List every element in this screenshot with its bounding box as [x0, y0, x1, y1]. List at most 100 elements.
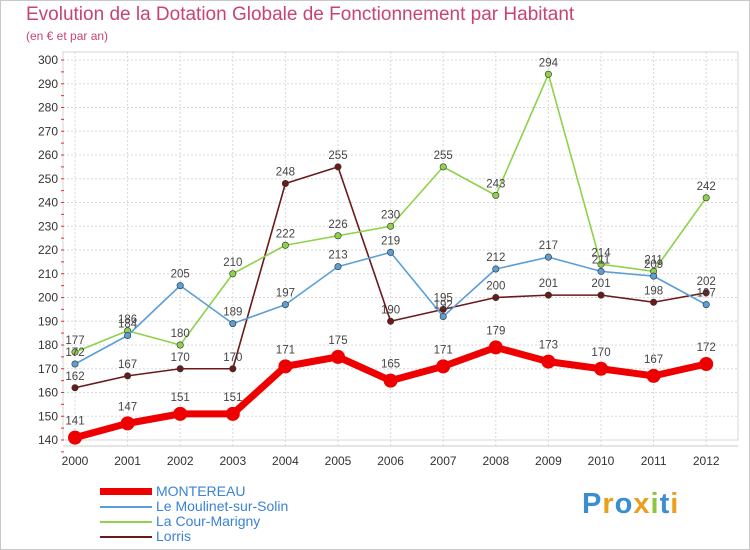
data-point-lorris: [281, 180, 289, 188]
data-point-le-moulinet-sur-solin: [71, 360, 79, 368]
data-point-montereau: [488, 340, 503, 355]
y-tick-label: 300: [38, 53, 58, 67]
data-label-montereau: 147: [118, 401, 137, 413]
data-label-lorris: 248: [276, 167, 295, 179]
data-label-montereau: 173: [539, 340, 558, 352]
series-lines: [68, 70, 714, 445]
data-label-lorris: 162: [65, 371, 84, 383]
logo-letter: o: [614, 488, 634, 520]
data-label-montereau: 141: [65, 416, 84, 428]
data-label-lorris: 201: [591, 278, 610, 290]
data-label-la-cour-marigny: 226: [328, 219, 347, 231]
data-point-la-cour-marigny: [387, 222, 395, 230]
logo-letter: r: [602, 488, 615, 520]
data-label-la-cour-marigny: 294: [539, 57, 559, 69]
data-point-la-cour-marigny: [229, 270, 237, 278]
data-label-le-moulinet-sur-solin: 209: [644, 259, 663, 271]
data-point-lorris: [650, 298, 658, 306]
data-label-le-moulinet-sur-solin: 213: [328, 250, 347, 262]
data-label-la-cour-marigny: 211: [644, 254, 662, 266]
x-tick-label: 2007: [430, 454, 457, 468]
chart-title: Evolution de la Dotation Globale de Fonc…: [26, 4, 575, 25]
data-label-montereau: 171: [276, 344, 295, 356]
data-point-la-cour-marigny: [176, 341, 184, 349]
data-label-la-cour-marigny: 255: [434, 150, 453, 162]
data-label-montereau: 167: [644, 354, 663, 366]
data-label-la-cour-marigny: 180: [171, 328, 190, 340]
x-tick-label: 2006: [377, 454, 404, 468]
logo-letter: x: [633, 488, 651, 520]
data-label-montereau: 170: [591, 347, 610, 359]
data-point-lorris: [597, 291, 605, 299]
data-label-le-moulinet-sur-solin: 212: [486, 252, 505, 264]
data-point-la-cour-marigny: [334, 232, 342, 240]
data-label-la-cour-marigny: 222: [276, 228, 295, 240]
x-tick-label: 2001: [114, 454, 141, 468]
y-tick-label: 240: [38, 196, 58, 210]
data-point-la-cour-marigny: [702, 194, 710, 202]
data-label-lorris: 202: [697, 276, 716, 288]
data-label-montereau: 151: [171, 392, 190, 404]
legend-swatch: [100, 488, 152, 495]
x-tick-label: 2011: [641, 454, 667, 468]
data-point-le-moulinet-sur-solin: [229, 320, 237, 328]
y-tick-label: 140: [38, 433, 58, 447]
data-point-montereau: [68, 430, 82, 445]
data-label-la-cour-marigny: 177: [65, 335, 84, 347]
data-label-lorris: 167: [118, 359, 137, 371]
data-point-lorris: [124, 372, 132, 380]
legend-label: Lorris: [156, 528, 192, 544]
data-point-le-moulinet-sur-solin: [281, 301, 289, 309]
data-label-lorris: 200: [486, 281, 505, 293]
grid: [62, 51, 739, 446]
y-tick-label: 260: [38, 148, 58, 162]
legend-label: La Cour-Marigny: [156, 513, 261, 529]
data-label-montereau: 171: [434, 344, 453, 356]
data-label-la-cour-marigny: 214: [591, 247, 611, 259]
legend-swatch: [100, 506, 152, 508]
y-tick-label: 280: [38, 101, 58, 115]
logo-letter: i: [670, 488, 680, 520]
data-point-lorris: [176, 365, 184, 373]
y-tick-label: 220: [38, 243, 58, 257]
data-label-le-moulinet-sur-solin: 197: [276, 288, 295, 300]
x-tick-label: 2008: [482, 454, 509, 468]
chart-subtitle: (en € et par an): [26, 29, 109, 43]
x-tick-label: 2004: [272, 454, 299, 468]
x-tick-label: 2005: [325, 454, 352, 468]
data-label-le-moulinet-sur-solin: 184: [118, 319, 138, 331]
axes: 140 150 160 170 180 190 200 210 220 230 240 250 260 2…: [38, 53, 738, 468]
logo-letter: i: [650, 488, 660, 520]
data-point-la-cour-marigny: [544, 70, 552, 78]
logo-letter: t: [659, 488, 671, 520]
data-point-la-cour-marigny: [71, 348, 79, 356]
data-label-la-cour-marigny: 186: [118, 314, 137, 326]
data-label-la-cour-marigny: 243: [486, 178, 505, 190]
data-label-le-moulinet-sur-solin: 172: [65, 347, 84, 359]
logo-letter: P: [582, 488, 603, 520]
x-tick-label: 2003: [219, 454, 246, 468]
data-label-lorris: 255: [328, 150, 347, 162]
data-point-la-cour-marigny: [281, 241, 289, 249]
data-label-montereau: 175: [328, 335, 347, 347]
y-tick-label: 150: [38, 409, 58, 423]
data-label-lorris: 201: [539, 278, 558, 290]
y-tick-label: 290: [38, 77, 58, 91]
data-point-lorris: [387, 317, 395, 325]
data-label-le-moulinet-sur-solin: 192: [434, 300, 453, 312]
data-point-le-moulinet-sur-solin: [650, 272, 658, 280]
data-label-la-cour-marigny: 230: [381, 209, 400, 221]
data-point-montereau: [541, 354, 556, 369]
y-tick-label: 210: [38, 267, 58, 281]
data-point-le-moulinet-sur-solin: [702, 301, 710, 309]
data-point-montereau: [699, 357, 714, 371]
data-label-le-moulinet-sur-solin: 211: [592, 254, 610, 266]
data-label-la-cour-marigny: 210: [223, 257, 242, 269]
data-label-montereau: 179: [486, 325, 505, 337]
y-tick-label: 200: [38, 291, 58, 305]
data-label-montereau: 172: [697, 342, 716, 354]
data-label-montereau: 165: [381, 359, 400, 371]
data-label-lorris: 190: [381, 304, 400, 316]
